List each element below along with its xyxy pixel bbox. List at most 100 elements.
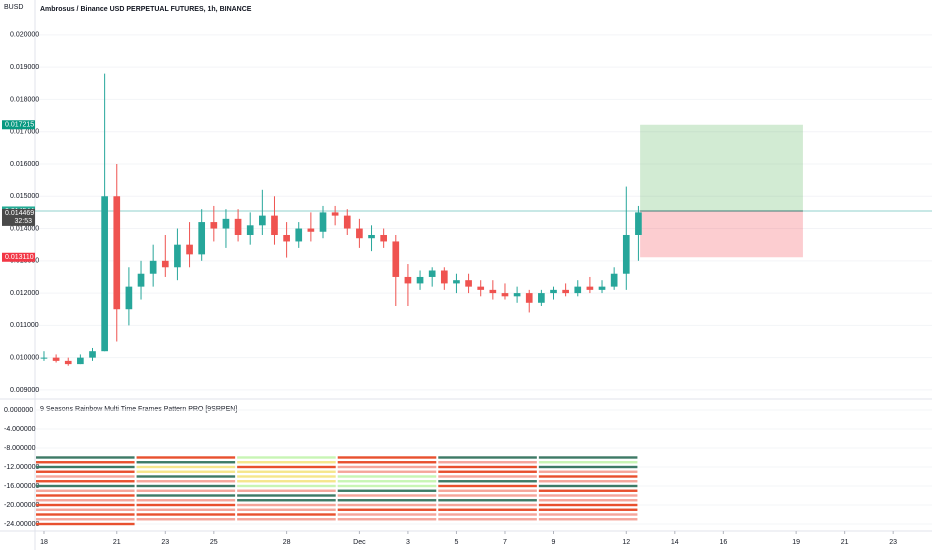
candle-body [428,270,436,277]
y-tick-label: 0.010000 [10,354,39,361]
rainbow-segment [36,470,135,473]
rainbow-segment [136,484,236,488]
rainbow-segment [237,508,336,511]
rainbow-segment [136,461,236,464]
y-tick-label: 0.016000 [10,161,39,168]
candle-body [174,244,181,268]
rainbow-segment [538,499,638,502]
candle-body [113,196,121,310]
candle-body [222,218,230,229]
candle-body [380,234,387,242]
x-tick-label: 23 [889,539,897,546]
candle-body [52,357,60,361]
y-tick-label: 0.019000 [10,64,39,71]
candle-body [550,289,557,294]
candle-body [125,286,133,310]
candle-body [64,360,72,365]
rainbow-segment [538,508,638,511]
rainbow-segment [337,470,437,473]
rainbow-segment [438,475,537,478]
rainbow-segment [337,484,437,488]
candle-body [149,260,157,274]
candle-body [574,286,582,294]
rainbow-segment [438,499,537,502]
countdown: 32:53 [14,218,32,225]
rainbow-segment [237,475,336,478]
rainbow-segment [337,461,437,464]
candle-body [465,280,472,287]
candle-body [586,286,594,290]
candle-body [331,212,339,216]
candle-body [283,234,290,242]
candle-body [598,286,606,290]
x-tick-label: 19 [792,539,800,546]
y-tick-label: 0.000000 [4,407,33,414]
candle-body [392,241,400,277]
candle-body [101,196,108,352]
candle-body [501,293,509,297]
candle-body [610,273,618,287]
candle-body [271,215,278,235]
rainbow-segment [538,475,638,478]
y-tick-label: 0.020000 [10,32,39,39]
rainbow-segment [538,465,638,469]
candle-body [89,351,96,358]
rainbow-segment [237,489,336,492]
rainbow-segment [36,508,135,511]
rainbow-segment [538,456,638,459]
candle-body [453,280,460,284]
rainbow-segment [538,518,638,521]
y-tick-label: -4.000000 [4,426,36,433]
price-label-box [2,252,35,262]
target-zone [640,124,803,211]
candle-body [307,228,315,232]
candle-body [186,244,193,255]
x-tick-label: 25 [210,539,218,546]
candle-body [440,270,448,284]
rainbow-segment [538,513,638,516]
y-tick-label: 0.018000 [10,96,39,103]
rainbow-segment [438,480,537,483]
x-tick-label: 21 [113,539,121,546]
candle-body [137,273,145,287]
rainbow-segment [36,461,135,464]
candle-body [234,218,242,235]
candle-body [161,260,169,268]
rainbow-segment [337,503,437,507]
rainbow-segment [136,508,236,511]
price-label: 0.017215 [5,122,34,129]
rainbow-segment [438,465,537,469]
rainbow-segment [538,480,638,483]
rainbow-segment [538,484,638,488]
rainbow-segment [136,465,236,469]
price-label-box [2,120,35,130]
chart-title: Ambrosus / Binance USD PERPETUAL FUTURES… [40,6,252,13]
rainbow-segment [438,508,537,511]
rainbow-segment [337,465,437,469]
rainbow-segment [136,456,236,459]
rainbow-segment [36,480,135,483]
candle-body [477,286,485,290]
price-label: 0.014469 [5,210,34,217]
rainbow-segment [538,494,638,497]
rainbow-segment [337,499,437,502]
candle-body [622,234,630,274]
x-tick-label: Dec [353,539,366,546]
rainbow-segment [438,518,537,521]
rainbow-segment [538,470,638,473]
y-tick-label: -12.000000 [4,464,40,471]
candle-body [259,215,266,226]
rainbow-segment [136,480,236,483]
rainbow-segment [36,475,135,478]
x-tick-label: 18 [40,539,48,546]
candle-body [198,222,206,255]
rainbow-segment [337,513,437,516]
rainbow-segment [337,489,437,492]
candle-body [525,293,533,303]
rainbow-segment [438,503,537,507]
rainbow-segment [337,480,437,483]
y-tick-label: 0.014000 [10,225,39,232]
rainbow-segment [136,499,236,502]
rainbow-segment [36,489,135,492]
